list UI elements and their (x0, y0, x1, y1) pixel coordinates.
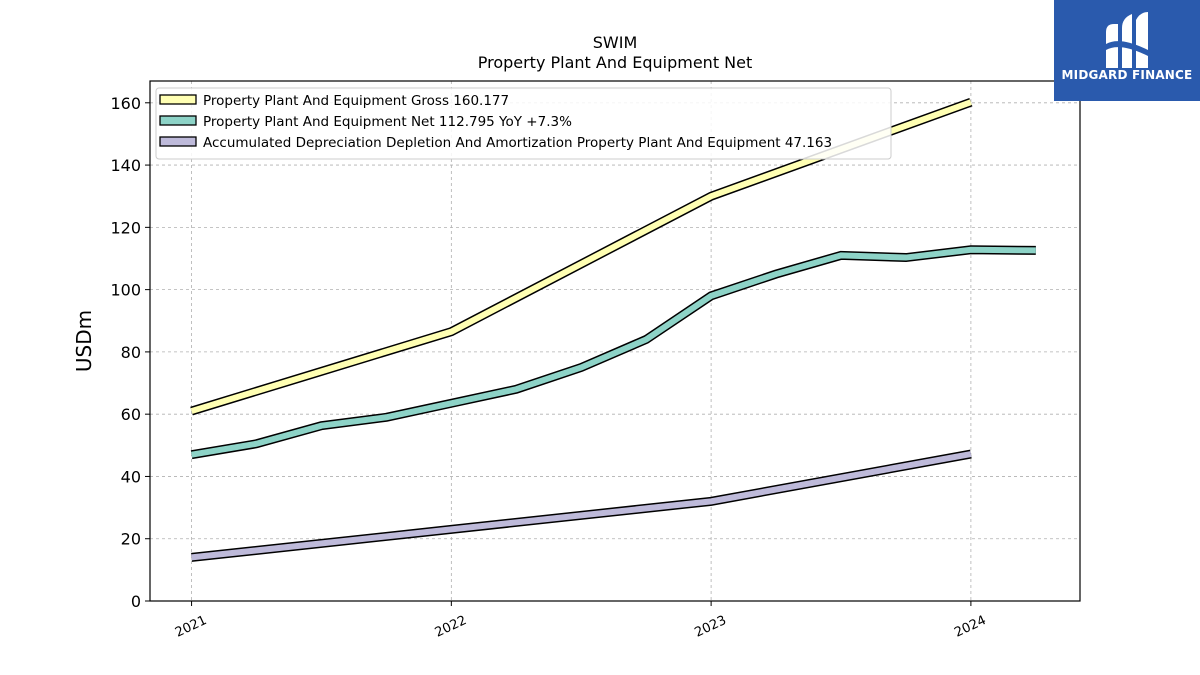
legend: Property Plant And Equipment Gross 160.1… (155, 87, 892, 160)
y-axis: 0 20 40 60 80 100 120 140 160 (110, 94, 150, 611)
midgard-finance-logo: MIDGARD FINANCE (1054, 0, 1200, 101)
y-tick-label: 40 (121, 467, 141, 486)
plot-frame (149, 80, 1081, 602)
legend-entry: Accumulated Depreciation Depletion And A… (203, 135, 832, 151)
y-tick-label: 140 (110, 156, 141, 175)
legend-entry: Property Plant And Equipment Net 112.795… (203, 114, 572, 130)
y-tick-label: 120 (110, 218, 141, 237)
y-tick-label: 160 (110, 94, 141, 113)
series-lines (190, 97, 1036, 562)
series-line-fill (191, 451, 972, 561)
series-line-2 (190, 245, 1036, 460)
y-tick-label: 100 (110, 281, 141, 300)
y-tick-label: 60 (121, 405, 141, 424)
y-tick-label: 80 (121, 343, 141, 362)
x-tick-label: 2021 (173, 613, 209, 641)
x-tick-label: 2024 (952, 613, 988, 641)
series-line-3 (191, 449, 972, 562)
legend-swatch (159, 94, 197, 105)
x-tick-label: 2023 (692, 613, 728, 641)
y-axis-label: USDm (72, 310, 96, 372)
legend-entry: Property Plant And Equipment Gross 160.1… (203, 93, 509, 109)
x-tick-label: 2022 (433, 613, 469, 641)
legend-swatch (159, 136, 197, 147)
chart-subtitle: Property Plant And Equipment Net (478, 53, 753, 72)
y-tick-label: 20 (121, 530, 141, 549)
x-axis: 2021 2022 2023 2024 (173, 601, 989, 641)
logo-text: MIDGARD FINANCE (1061, 68, 1193, 82)
y-tick-label: 0 (131, 592, 141, 611)
midgard-logo-icon (1106, 12, 1148, 68)
chart-title: SWIM (593, 33, 638, 52)
series-line-fill (191, 246, 1036, 458)
legend-box (155, 87, 892, 160)
legend-swatch (159, 115, 197, 126)
